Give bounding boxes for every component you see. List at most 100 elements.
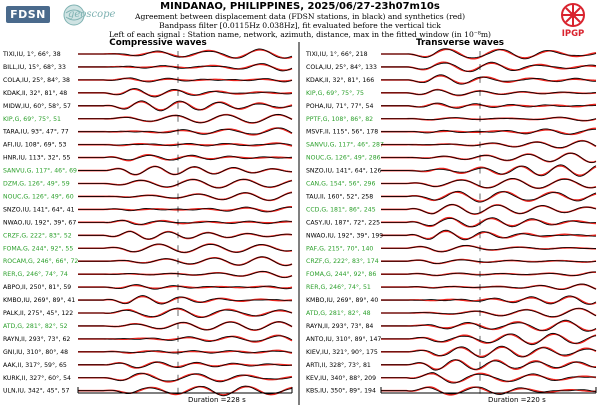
synthetic-trace (78, 178, 293, 189)
station-label: TARA,IU, 93°, 47°, 77 (2, 128, 69, 136)
station-label: AFI,IU, 108°, 69°, 53 (3, 141, 67, 149)
station-label: NWAO,IU, 192°, 39°, 199 (306, 231, 383, 239)
station-label: POHA,IU, 71°, 77°, 54 (306, 102, 373, 110)
data-trace (381, 116, 597, 122)
subtitle-filter: Bandpass filter [0.0115Hz 0.038Hz], fit … (159, 21, 441, 30)
data-trace (381, 61, 597, 73)
data-trace (78, 256, 293, 266)
station-label: AAK,II, 317°, 59°, 65 (3, 361, 67, 369)
duration-label: Duration =228 s (188, 396, 246, 404)
data-trace (78, 166, 293, 176)
station-label: GNI,IU, 310°, 80°, 48 (3, 348, 68, 356)
data-trace (78, 154, 293, 161)
data-trace (381, 152, 597, 164)
data-trace (381, 74, 597, 85)
data-trace (78, 270, 293, 279)
data-trace (381, 204, 597, 215)
data-trace (78, 335, 293, 342)
geoscope-logo: geoscope (62, 3, 120, 27)
data-trace (78, 63, 293, 72)
station-label: PALK,II, 275°, 45°, 122 (3, 309, 73, 317)
data-trace (381, 128, 597, 135)
station-label: DZM,G, 126°, 49°, 59 (3, 180, 70, 188)
data-trace (78, 100, 293, 112)
data-trace (381, 259, 597, 264)
station-label: FOMA,G, 244°, 92°, 55 (3, 244, 73, 252)
data-trace (78, 243, 293, 253)
data-trace (381, 140, 597, 149)
ipgp-logo: IPGP (558, 2, 588, 46)
station-label: COLA,IU, 25°, 84°, 38 (3, 76, 70, 84)
data-trace (78, 307, 293, 319)
data-trace (78, 192, 293, 201)
data-trace (78, 284, 293, 290)
station-label: KEV,IU, 340°, 88°, 209 (306, 374, 376, 382)
data-trace (78, 372, 293, 383)
data-trace (381, 319, 597, 332)
station-label: NWAO,IU, 192°, 39°, 67 (3, 218, 76, 226)
data-trace (78, 127, 293, 135)
station-label: CRZF,G, 222°, 83°, 174 (306, 257, 379, 265)
station-label: HNR,IU, 113°, 32°, 55 (3, 154, 71, 162)
panel-title: Transverse waves (416, 38, 504, 48)
synthetic-trace (381, 61, 597, 73)
data-trace (78, 231, 293, 240)
station-label: KDAK,II, 32°, 81°, 166 (306, 76, 374, 84)
data-trace (381, 190, 597, 203)
ipgp-logo-text: IPGP (561, 29, 585, 39)
data-trace (78, 295, 292, 305)
station-label: KURK,II, 327°, 60°, 54 (3, 374, 71, 382)
station-label: RER,G, 246°, 74°, 74 (3, 270, 68, 278)
data-trace (381, 359, 597, 371)
data-trace (381, 332, 597, 346)
synthetic-trace (381, 244, 597, 253)
data-trace (78, 178, 293, 189)
synthetic-trace (78, 385, 293, 396)
station-label: ULN,IU, 342°, 45°, 57 (3, 387, 70, 395)
station-label: KDAK,II, 32°, 81°, 48 (3, 89, 67, 97)
data-trace (381, 345, 597, 358)
data-trace (381, 102, 597, 109)
synthetic-trace (381, 178, 597, 190)
event-title: MINDANAO, PHILIPPINES, 2025/06/27-23h07m… (160, 1, 440, 12)
station-label: BILL,IU, 15°, 68°, 33 (3, 63, 66, 71)
synthetic-trace (381, 75, 597, 85)
data-trace (78, 48, 293, 59)
data-trace (78, 321, 293, 331)
station-label: ABPO,II, 250°, 81°, 59 (3, 283, 71, 291)
ipgp-emblem-icon (561, 3, 585, 27)
data-trace (381, 245, 597, 253)
station-label: PPTF,G, 108°, 86°, 82 (306, 115, 373, 123)
data-trace (78, 88, 293, 98)
data-trace (381, 271, 597, 276)
station-label: CAN,G, 154°, 56°, 296 (306, 180, 375, 188)
station-label: SANVU,G, 117°, 46°, 69 (3, 167, 77, 175)
geoscope-logo-text: geoscope (68, 9, 116, 20)
data-trace (78, 361, 293, 369)
station-label: NOUC,G, 126°, 49°, 286 (306, 154, 381, 162)
station-label: SNZO,IU, 141°, 64°, 41 (3, 205, 75, 213)
station-label: TAU,II, 160°, 52°, 258 (305, 192, 373, 200)
station-label: PAF,G, 215°, 70°, 140 (306, 244, 373, 252)
data-trace (78, 142, 293, 147)
data-trace (78, 114, 293, 124)
synthetic-trace (78, 372, 293, 383)
station-label: FOMA,G, 244°, 92°, 86 (306, 270, 376, 278)
station-label: RAYN,II, 293°, 73°, 84 (306, 322, 373, 330)
station-label: MSVF,II, 115°, 56°, 178 (306, 128, 378, 136)
duration-label: Duration =220 s (488, 396, 546, 404)
station-label: COLA,IU, 25°, 84°, 133 (306, 63, 377, 71)
fdsn-logo: FDSN (6, 6, 50, 23)
station-label: CRZF,G, 222°, 83°, 52 (3, 231, 72, 239)
data-trace (381, 307, 597, 318)
data-trace (78, 219, 293, 226)
station-label: ANTO,IU, 310°, 89°, 147 (306, 335, 381, 343)
data-trace (78, 77, 293, 83)
data-trace (381, 386, 597, 395)
station-label: SNZO,IU, 141°, 64°, 126 (306, 167, 382, 175)
station-label: TIXI,IU, 1°, 66°, 218 (305, 50, 368, 58)
station-label: SANVU,G, 117°, 46°, 287 (306, 141, 384, 149)
subtitle-legend: Left of each signal : Station name, netw… (109, 30, 491, 39)
geoscope-globe-icon (63, 4, 85, 26)
